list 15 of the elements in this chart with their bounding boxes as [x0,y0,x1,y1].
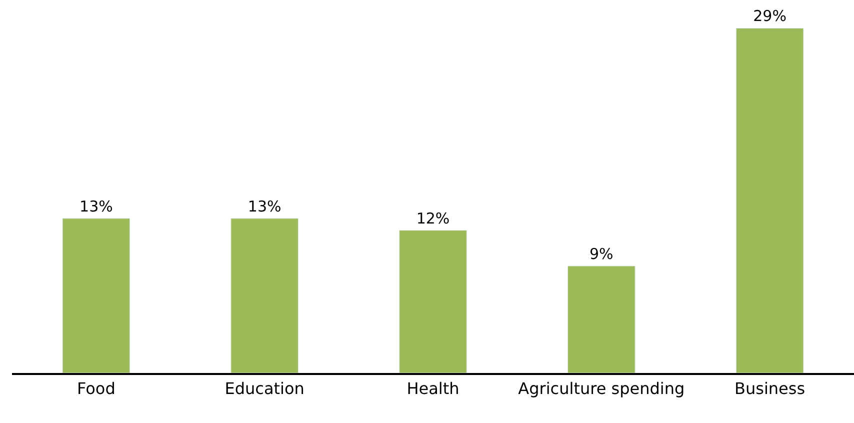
x-tick-label: Health [406,378,460,398]
bar [230,218,299,373]
data-label: 13% [80,197,113,216]
data-label: 13% [248,197,282,216]
bar [736,28,804,373]
data-label: 29% [753,7,786,26]
x-tick-label: Agriculture spending [518,378,685,398]
data-label: 9% [590,244,614,263]
data-label: 12% [416,209,450,228]
bar [62,218,130,373]
x-tick-label: Education [224,378,304,398]
bar [399,230,467,373]
x-tick-label: Food [77,378,116,398]
bar [567,266,636,373]
x-tick-label: Business [734,378,806,398]
